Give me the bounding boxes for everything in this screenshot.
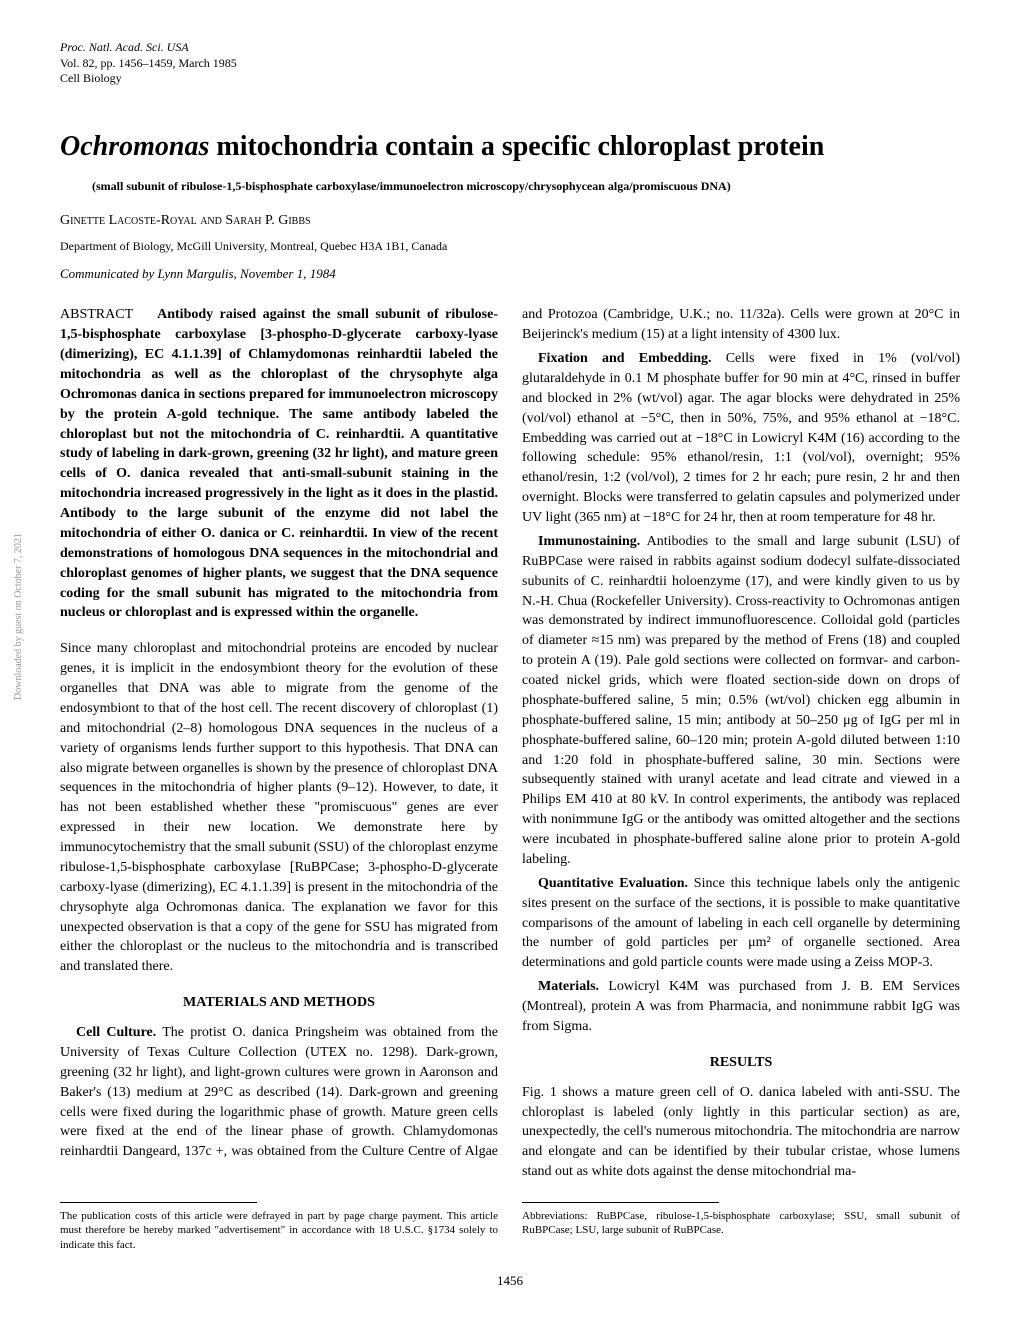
affiliation: Department of Biology, McGill University… [60, 238, 960, 255]
abstract: ABSTRACTAntibody raised against the smal… [60, 305, 498, 623]
article-body: ABSTRACTAntibody raised against the smal… [60, 305, 960, 1182]
results-heading: RESULTS [522, 1053, 960, 1073]
cell-culture-label: Cell Culture. [76, 1025, 156, 1040]
footnote-separator-right [522, 1202, 719, 1203]
quantitative-paragraph: Quantitative Evaluation. Since this tech… [522, 874, 960, 973]
fixation-label: Fixation and Embedding. [538, 351, 712, 366]
fixation-paragraph: Fixation and Embedding. Cells were fixed… [522, 349, 960, 528]
journal-header: Proc. Natl. Acad. Sci. USA Vol. 82, pp. … [60, 40, 960, 87]
article-subtitle: (small subunit of ribulose-1,5-bisphosph… [60, 178, 960, 195]
footnote-right: Abbreviations: RuBPCase, ribulose-1,5-bi… [522, 1209, 960, 1238]
immunostaining-label: Immunostaining. [538, 534, 640, 549]
journal-volume: Vol. 82, pp. 1456–1459, March 1985 [60, 56, 960, 72]
communicated-by: Communicated by Lynn Margulis, November … [60, 265, 960, 283]
title-genus: Ochromonas [60, 131, 209, 162]
fixation-text: Cells were fixed in 1% (vol/vol) glutara… [522, 351, 960, 525]
results-paragraph: Fig. 1 shows a mature green cell of O. d… [522, 1083, 960, 1182]
article-title: Ochromonas mitochondria contain a specif… [60, 127, 960, 166]
authors: Ginette Lacoste-Royal and Sarah P. Gibbs [60, 211, 960, 231]
introduction-paragraph: Since many chloroplast and mitochondrial… [60, 639, 498, 977]
abstract-text: Antibody raised against the small subuni… [60, 307, 498, 620]
methods-heading: MATERIALS AND METHODS [60, 993, 498, 1013]
quantitative-label: Quantitative Evaluation. [538, 876, 688, 891]
materials-paragraph: Materials. Lowicryl K4M was purchased fr… [522, 977, 960, 1037]
download-watermark: Downloaded by guest on October 7, 2021 [12, 533, 26, 700]
materials-label: Materials. [538, 979, 599, 994]
immunostaining-text: Antibodies to the small and large subuni… [522, 534, 960, 867]
journal-section: Cell Biology [60, 71, 960, 87]
page-number: 1456 [60, 1272, 960, 1290]
footnote-separator-left [60, 1202, 257, 1203]
abstract-label: ABSTRACT [60, 307, 133, 322]
journal-name: Proc. Natl. Acad. Sci. USA [60, 40, 189, 54]
title-rest: mitochondria contain a specific chloropl… [209, 131, 824, 162]
immunostaining-paragraph: Immunostaining. Antibodies to the small … [522, 532, 960, 870]
footnote-left: The publication costs of this article we… [60, 1209, 498, 1252]
